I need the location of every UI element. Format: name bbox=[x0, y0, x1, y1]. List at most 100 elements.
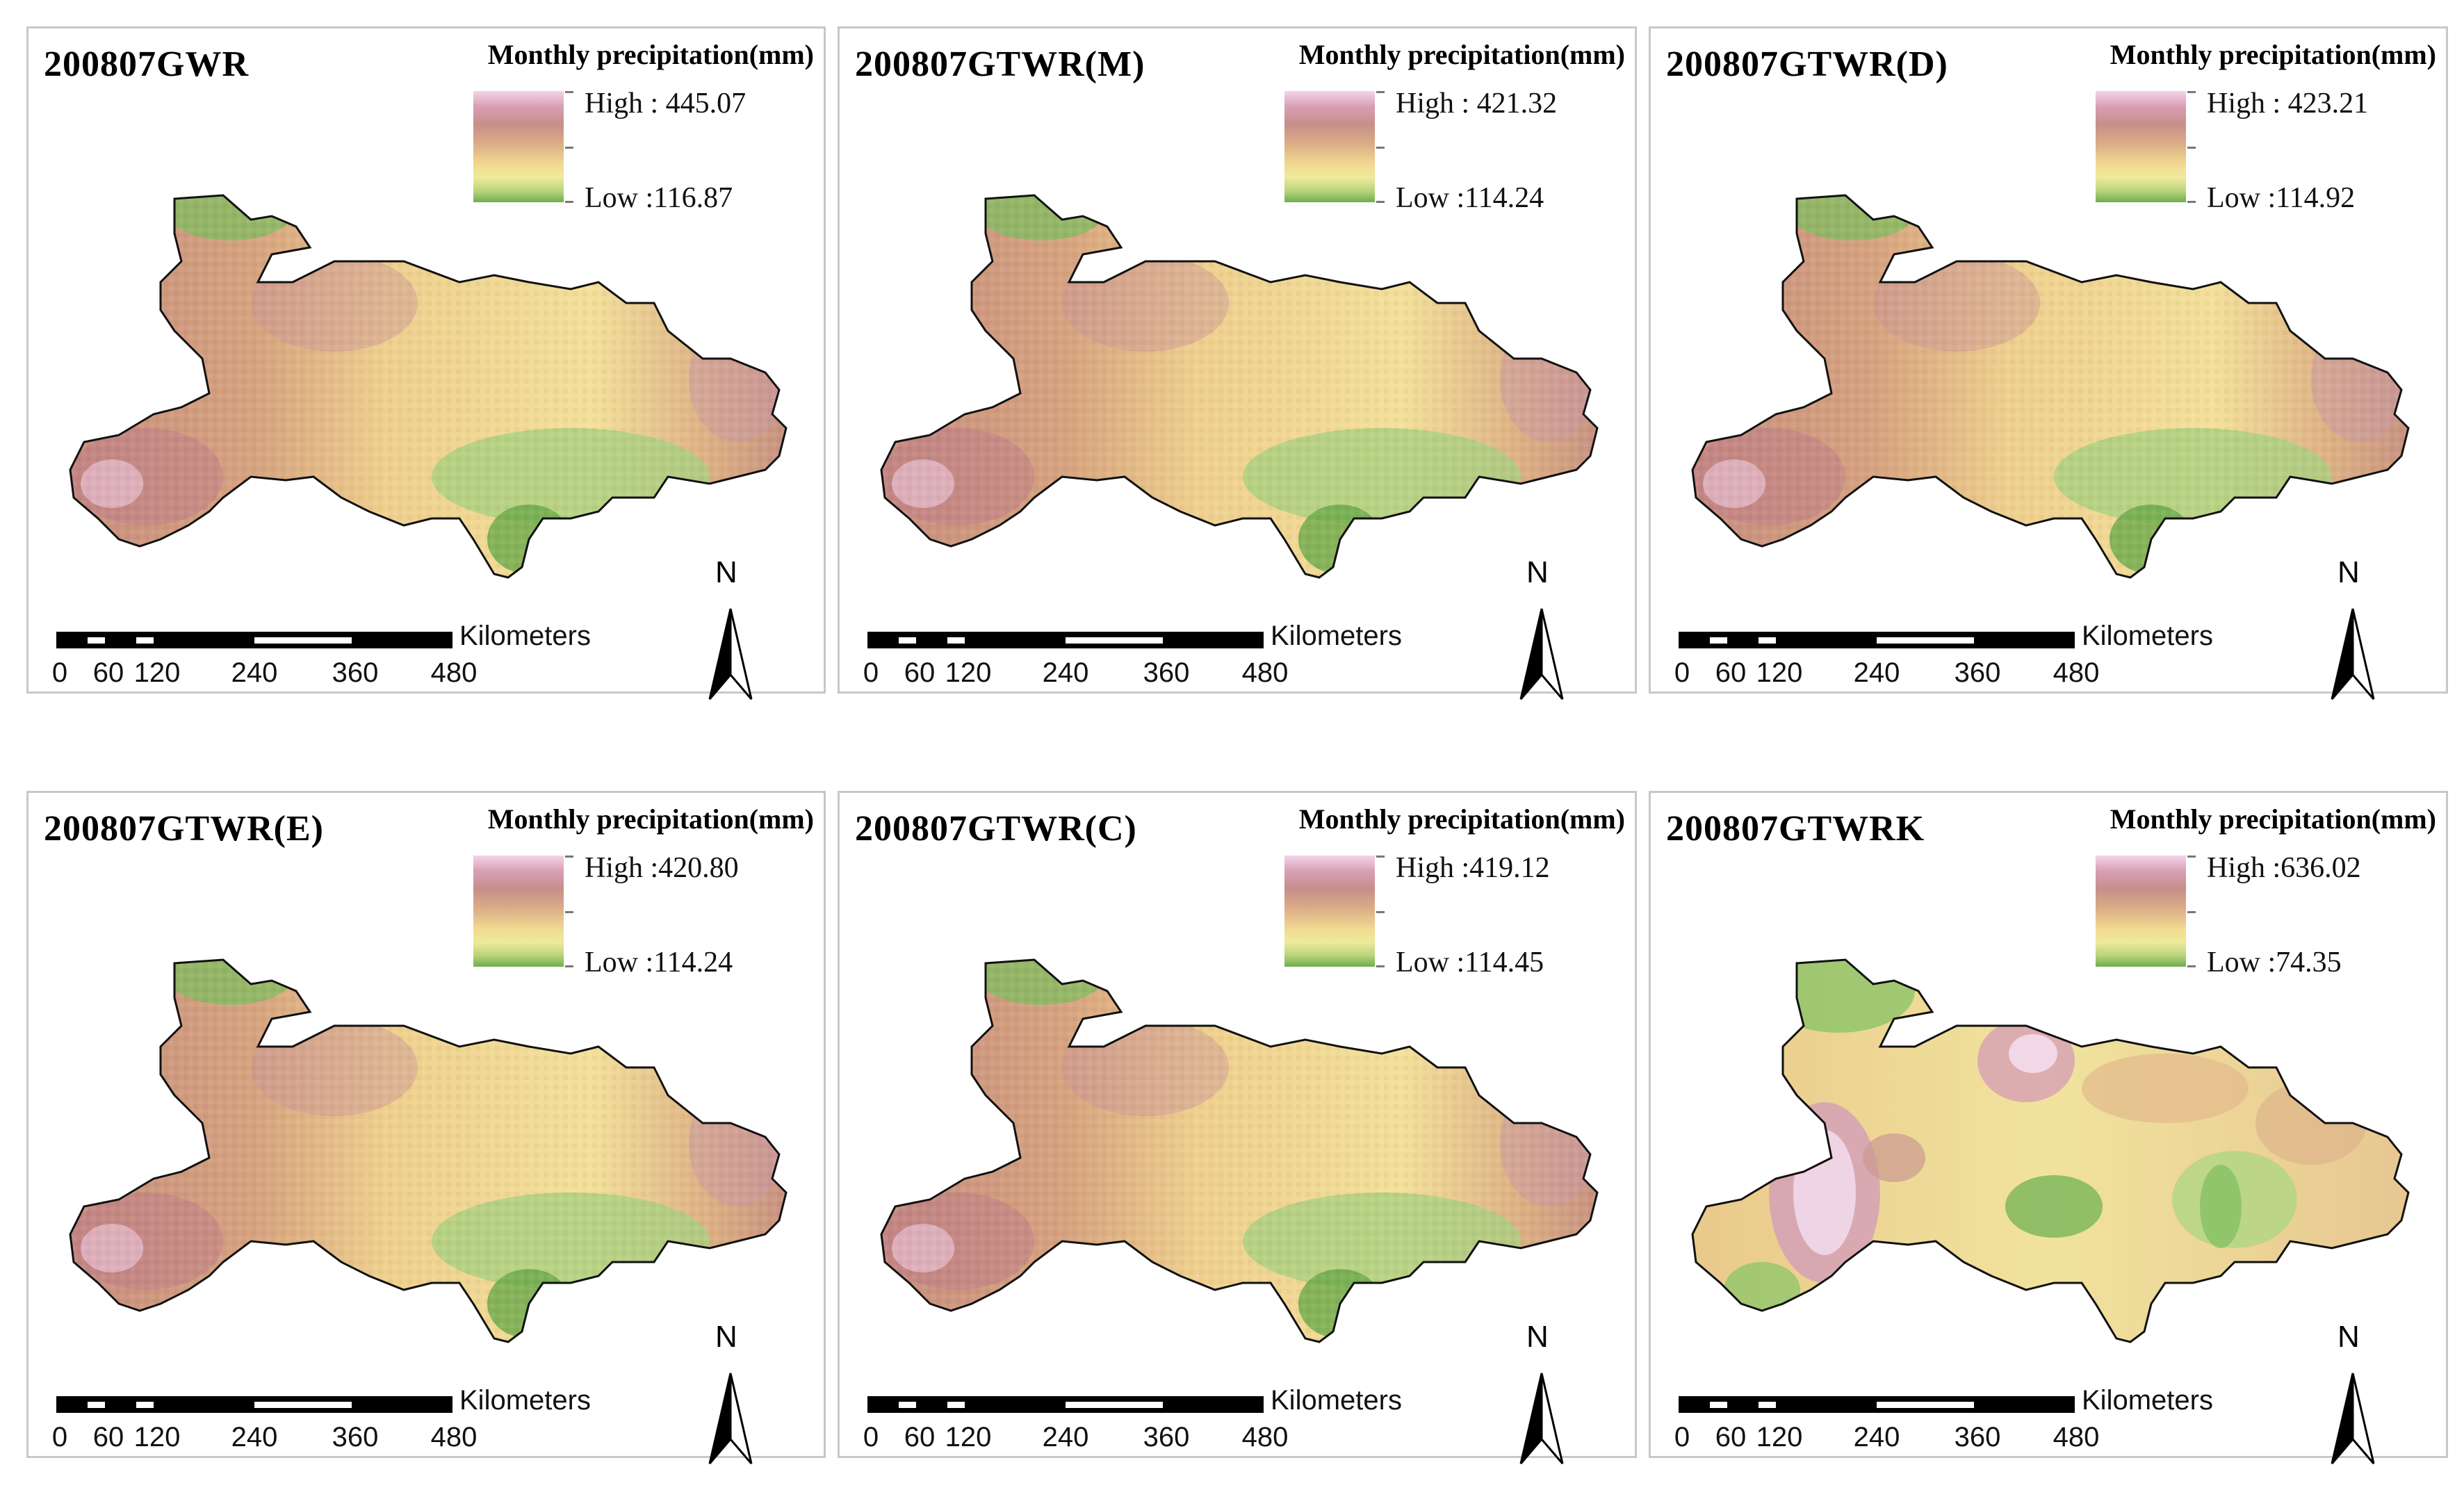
precipitation-map bbox=[1691, 194, 2410, 579]
scale-tick: 240 bbox=[231, 657, 278, 688]
precipitation-map bbox=[1691, 958, 2410, 1343]
north-arrow-icon bbox=[2331, 608, 2375, 700]
scale-tick: 240 bbox=[1042, 657, 1089, 688]
scale-bar bbox=[1679, 1396, 2075, 1413]
legend-color-ramp bbox=[1284, 91, 1375, 202]
scale-tick: 240 bbox=[1853, 1422, 1900, 1452]
scale-tick: 60 bbox=[1715, 1422, 1747, 1452]
precipitation-map bbox=[69, 958, 788, 1343]
legend-tick bbox=[2187, 965, 2196, 967]
scale-tick: 360 bbox=[1954, 1422, 2001, 1452]
legend-title: Monthly precipitation(mm) bbox=[487, 39, 814, 70]
legend-tick bbox=[2187, 147, 2196, 149]
north-label: N bbox=[1526, 1320, 1549, 1354]
scale-bar bbox=[56, 632, 452, 648]
scale-tick: 480 bbox=[1241, 1422, 1289, 1452]
legend-tick bbox=[2187, 911, 2196, 913]
scale-tick: 240 bbox=[231, 1422, 278, 1452]
legend-color-ramp bbox=[473, 91, 564, 202]
legend-tick bbox=[1376, 911, 1385, 913]
scale-tick: 480 bbox=[430, 657, 478, 688]
scale-tick: 360 bbox=[332, 657, 379, 688]
legend-high-label: High : 445.07 bbox=[585, 88, 746, 120]
map-panel-gtwr-d: 200807GTWR(D) Monthly precipitation(mm) … bbox=[1649, 26, 2448, 700]
legend-color-ramp bbox=[2096, 855, 2186, 967]
legend-low-label: Low :74.35 bbox=[2207, 947, 2342, 979]
panel-title: 200807GTWRK bbox=[1666, 809, 1925, 849]
legend-title: Monthly precipitation(mm) bbox=[487, 803, 814, 835]
legend-high-label: High :419.12 bbox=[1396, 852, 1550, 884]
map-panel-gtwr-e: 200807GTWR(E) Monthly precipitation(mm) … bbox=[26, 791, 826, 1464]
scale-unit: Kilometers bbox=[459, 1385, 591, 1416]
scale-tick: 360 bbox=[1954, 657, 2001, 688]
scale-bar bbox=[867, 632, 1264, 648]
north-arrow-icon bbox=[708, 608, 753, 700]
scale-tick: 0 bbox=[51, 1422, 68, 1452]
legend-tick bbox=[1376, 147, 1385, 149]
panel-title: 200807GTWR(C) bbox=[855, 809, 1137, 849]
scale-tick: 0 bbox=[1674, 657, 1690, 688]
scale-tick: 360 bbox=[332, 1422, 379, 1452]
north-label: N bbox=[715, 1320, 737, 1354]
north-label: N bbox=[2337, 1320, 2360, 1354]
legend-high-label: High :636.02 bbox=[2207, 852, 2361, 884]
scale-unit: Kilometers bbox=[1271, 1385, 1402, 1416]
scale-tick: 120 bbox=[945, 1422, 992, 1452]
legend-color-ramp bbox=[473, 855, 564, 967]
scale-tick: 480 bbox=[1241, 657, 1289, 688]
legend-low-label: Low :114.92 bbox=[2207, 182, 2356, 214]
legend-tick bbox=[565, 911, 573, 913]
legend-tick bbox=[565, 147, 573, 149]
north-arrow-icon bbox=[1519, 608, 1564, 700]
legend-high-label: High : 423.21 bbox=[2207, 88, 2369, 120]
scale-unit: Kilometers bbox=[459, 621, 591, 651]
legend-tick bbox=[1376, 91, 1385, 93]
scale-tick: 0 bbox=[863, 1422, 879, 1452]
panel-title: 200807GWR bbox=[44, 44, 249, 84]
scale-bar bbox=[56, 1396, 452, 1413]
scale-tick: 480 bbox=[430, 1422, 478, 1452]
legend-title: Monthly precipitation(mm) bbox=[1298, 803, 1625, 835]
scale-tick: 0 bbox=[1674, 1422, 1690, 1452]
legend-low-label: Low :114.24 bbox=[1396, 182, 1544, 214]
scale-tick: 480 bbox=[2053, 657, 2100, 688]
legend-tick bbox=[2187, 201, 2196, 203]
scale-tick: 360 bbox=[1143, 657, 1190, 688]
legend-tick bbox=[565, 201, 573, 203]
legend-tick bbox=[565, 91, 573, 93]
scale-tick: 60 bbox=[1715, 657, 1747, 688]
scale-bar bbox=[867, 1396, 1264, 1413]
scale-tick: 120 bbox=[133, 1422, 181, 1452]
scale-unit: Kilometers bbox=[2082, 1385, 2213, 1416]
north-label: N bbox=[2337, 555, 2360, 589]
scale-tick: 240 bbox=[1042, 1422, 1089, 1452]
legend-low-label: Low :114.24 bbox=[585, 947, 733, 979]
legend-tick bbox=[2187, 855, 2196, 858]
legend-tick bbox=[1376, 201, 1385, 203]
legend-color-ramp bbox=[1284, 855, 1375, 967]
scale-tick: 0 bbox=[51, 657, 68, 688]
scale-bar bbox=[1679, 632, 2075, 648]
legend-tick bbox=[565, 855, 573, 858]
scale-tick: 60 bbox=[92, 1422, 124, 1452]
legend-color-ramp bbox=[2096, 91, 2186, 202]
panel-title: 200807GTWR(M) bbox=[855, 44, 1145, 84]
legend-tick bbox=[1376, 855, 1385, 858]
precipitation-map bbox=[880, 958, 1599, 1343]
scale-tick: 60 bbox=[904, 657, 936, 688]
north-arrow-icon bbox=[708, 1373, 753, 1464]
north-arrow-icon bbox=[1519, 1373, 1564, 1464]
legend-tick bbox=[565, 965, 573, 967]
map-panel-gwr: 200807GWR Monthly precipitation(mm) High… bbox=[26, 26, 826, 700]
scale-tick: 360 bbox=[1143, 1422, 1190, 1452]
legend-title: Monthly precipitation(mm) bbox=[2110, 803, 2436, 835]
panel-title: 200807GTWR(E) bbox=[44, 809, 324, 849]
legend-tick bbox=[2187, 91, 2196, 93]
scale-tick: 240 bbox=[1853, 657, 1900, 688]
scale-unit: Kilometers bbox=[1271, 621, 1402, 651]
panel-title: 200807GTWR(D) bbox=[1666, 44, 1948, 84]
legend-tick bbox=[1376, 965, 1385, 967]
map-panel-gtwr-m: 200807GTWR(M) Monthly precipitation(mm) … bbox=[838, 26, 1637, 700]
scale-tick: 120 bbox=[133, 657, 181, 688]
precipitation-map bbox=[880, 194, 1599, 579]
